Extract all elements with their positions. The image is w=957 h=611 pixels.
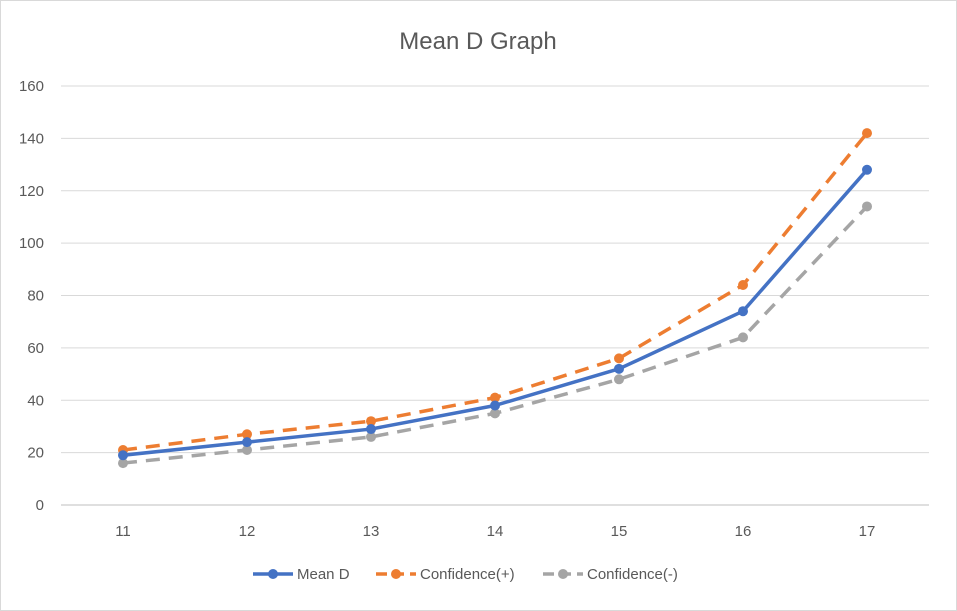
data-point: [614, 374, 624, 385]
legend-label: Confidence(+): [420, 566, 515, 583]
legend-label: Mean D: [297, 566, 350, 583]
data-point: [614, 363, 624, 374]
x-tick-label: 12: [239, 523, 256, 540]
chart-title: Mean D Graph: [399, 28, 556, 55]
x-tick-label: 16: [735, 523, 752, 540]
legend-swatch-marker: [268, 569, 278, 579]
y-tick-label: 60: [27, 340, 44, 357]
data-point: [738, 306, 748, 317]
y-tick-label: 120: [19, 183, 44, 200]
data-point: [738, 332, 748, 343]
series-group: [118, 128, 872, 469]
data-point: [366, 424, 376, 435]
data-point: [242, 445, 252, 456]
y-tick-label: 40: [27, 392, 44, 409]
legend: Mean D Confidence(+) Confidence(-): [253, 566, 678, 583]
x-tick-label: 15: [611, 523, 628, 540]
legend-swatch-marker: [391, 569, 401, 579]
series-1: [118, 128, 872, 456]
data-point: [490, 408, 500, 419]
y-tick-label: 160: [19, 78, 44, 95]
data-point: [738, 280, 748, 291]
series-0: [118, 164, 872, 461]
x-tick-label: 11: [115, 523, 131, 540]
x-tick-label: 14: [487, 523, 504, 540]
data-point: [242, 429, 252, 440]
data-point: [490, 400, 500, 411]
legend-item: Confidence(-): [543, 566, 678, 583]
y-tick-label: 140: [19, 130, 44, 147]
y-tick-label: 20: [27, 445, 44, 462]
gridlines: [61, 85, 929, 506]
series-line: [122, 205, 869, 465]
data-point: [366, 431, 376, 442]
y-axis-ticks: 0 20 40 60 80 100 120 140 160: [19, 78, 44, 514]
legend-label: Confidence(-): [587, 566, 678, 583]
legend-item: Confidence(+): [376, 566, 515, 583]
data-point: [862, 164, 872, 175]
data-point: [118, 458, 128, 469]
data-point: [366, 416, 376, 427]
y-tick-label: 100: [19, 235, 44, 252]
data-point: [862, 128, 872, 139]
x-tick-label: 17: [859, 523, 876, 540]
x-tick-label: 13: [363, 523, 380, 540]
data-point: [862, 201, 872, 212]
y-tick-label: 80: [27, 288, 44, 305]
data-point: [242, 437, 252, 448]
data-point: [490, 392, 500, 403]
data-point: [614, 353, 624, 364]
legend-item: Mean D: [253, 566, 350, 583]
y-tick-label: 0: [36, 497, 44, 514]
legend-swatch-marker: [558, 569, 568, 579]
x-axis-ticks: 11 12 13 14 15 16 17: [115, 523, 875, 540]
series-2: [118, 201, 872, 469]
data-point: [118, 450, 128, 461]
